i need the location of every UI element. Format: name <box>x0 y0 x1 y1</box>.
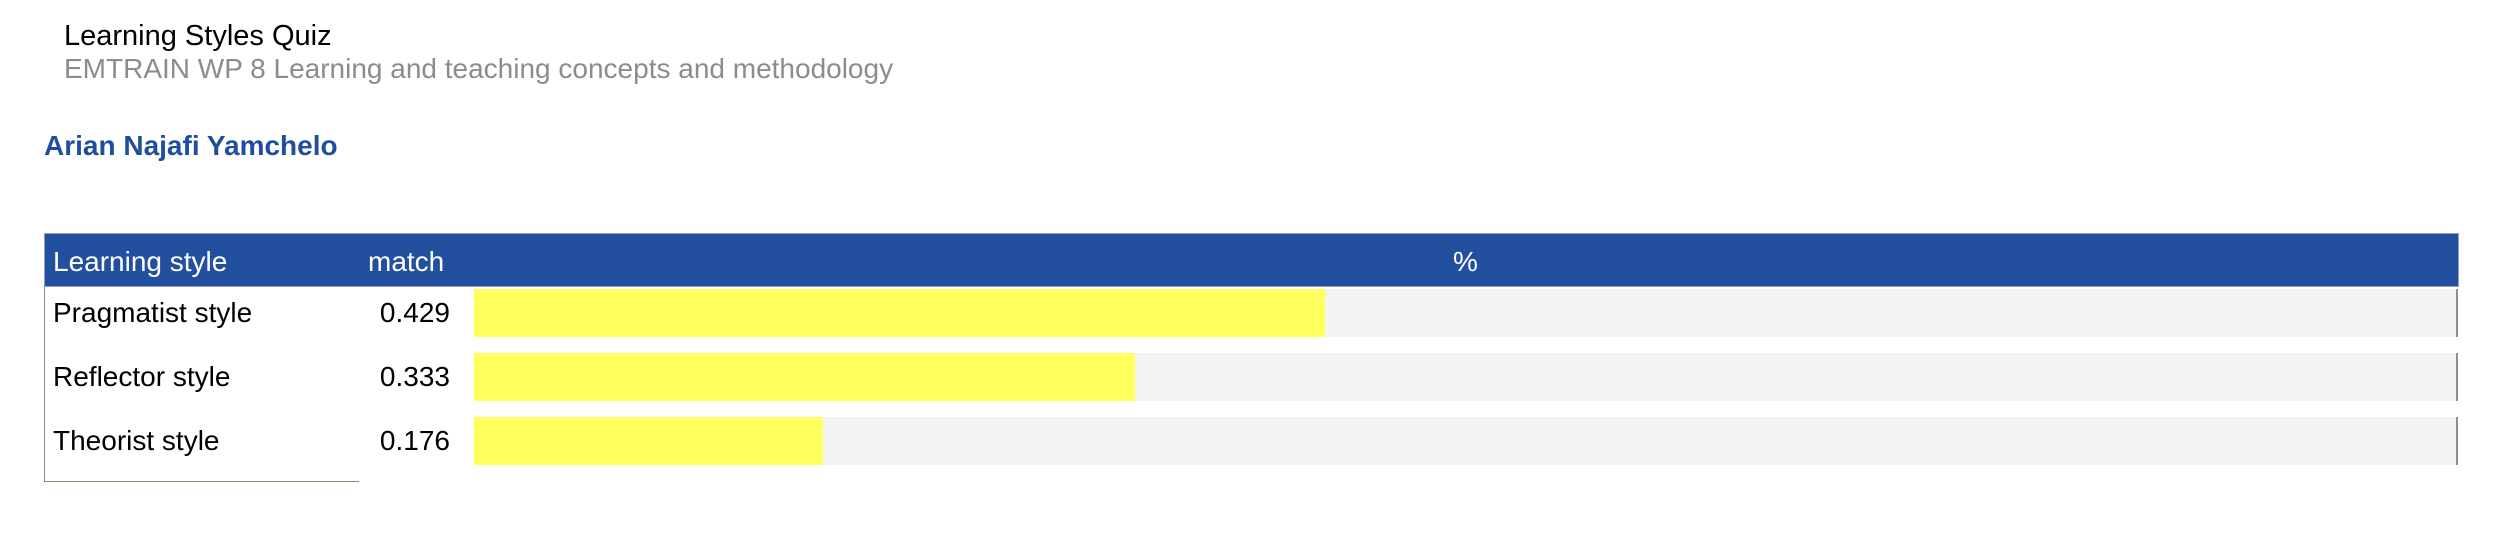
bar-track <box>474 289 2458 337</box>
bar <box>474 289 1325 337</box>
match-value: 0.333 <box>379 361 450 392</box>
course-subtitle: EMTRAIN WP 8 Learning and teaching conce… <box>64 53 894 84</box>
bar <box>474 353 1135 401</box>
match-value: 0.176 <box>379 425 450 456</box>
quiz-title: Learning Styles Quiz <box>64 20 332 52</box>
style-label: Theorist style <box>53 425 220 456</box>
header-learning-style: Learning style <box>53 246 228 277</box>
bar-track <box>474 417 2458 465</box>
style-label: Pragmatist style <box>53 297 253 328</box>
table-header: Learning style match % <box>44 233 2459 287</box>
table-row: Pragmatist style 0.429 <box>44 287 2459 339</box>
results-table: Learning style match % Pragmatist style 0… <box>44 233 2459 482</box>
label-column-frame <box>44 287 359 482</box>
style-label: Reflector style <box>53 361 231 392</box>
table-row: Reflector style 0.333 <box>44 351 2459 403</box>
bar <box>474 417 823 465</box>
person-name: Arian Najafi Yamchelo <box>44 130 338 161</box>
header-match: match <box>368 246 445 277</box>
header-percent: % <box>1453 246 1478 277</box>
match-value: 0.429 <box>379 297 450 328</box>
table-row: Theorist style 0.176 <box>44 415 2459 467</box>
bar-track <box>474 353 2458 401</box>
